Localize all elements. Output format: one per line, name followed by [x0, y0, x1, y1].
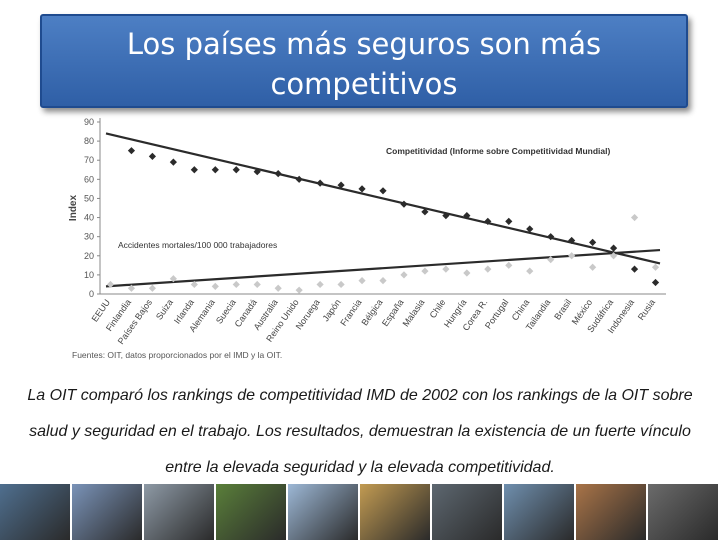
y-tick-label: 60 [84, 174, 94, 184]
point-competitividad [421, 208, 429, 216]
x-tick-label: Brasil [552, 297, 573, 321]
point-competitividad [463, 212, 471, 220]
photo-business-team [432, 484, 504, 540]
point-accidentes [379, 277, 387, 285]
photo-industrial [648, 484, 720, 540]
point-accidentes [463, 269, 471, 277]
point-accidentes [421, 267, 429, 275]
point-accidentes [106, 280, 115, 289]
point-accidentes [148, 284, 157, 292]
point-accidentes [211, 282, 219, 290]
point-competitividad [442, 212, 450, 220]
x-tick-label: Malasia [401, 297, 427, 328]
point-competitividad [211, 166, 219, 174]
point-accidentes [169, 275, 177, 283]
slide-title: Los países más seguros son más competiti… [40, 14, 688, 108]
series-label-competitividad: Competitividad (Informe sobre Competitiv… [386, 146, 610, 156]
point-competitividad [274, 170, 282, 178]
point-accidentes [127, 284, 136, 292]
point-competitividad [337, 181, 345, 189]
y-axis-label: Index [68, 195, 79, 222]
x-tick-label: Suiza [154, 297, 175, 321]
point-accidentes [274, 284, 282, 292]
photo-construction-climbers [288, 484, 360, 540]
point-competitividad [316, 179, 324, 187]
point-competitividad [568, 236, 576, 245]
point-accidentes [630, 213, 639, 222]
y-tick-label: 50 [84, 193, 94, 203]
photo-factory-floor [144, 484, 216, 540]
x-tick-label: Francia [338, 297, 363, 327]
y-tick-label: 20 [84, 251, 94, 261]
y-tick-label: 40 [84, 213, 94, 223]
photo-workers-green [216, 484, 288, 540]
x-tick-label: Rusia [636, 297, 657, 322]
point-competitividad [526, 225, 534, 233]
y-tick-label: 90 [84, 117, 94, 127]
photo-quality-sign [72, 484, 144, 540]
photo-worker-helmet [504, 484, 576, 540]
point-accidentes [358, 277, 366, 285]
point-accidentes [337, 280, 345, 289]
photo-workers-orange [576, 484, 648, 540]
point-accidentes [484, 265, 492, 273]
y-tick-label: 70 [84, 155, 94, 165]
point-accidentes [442, 265, 450, 273]
series-label-accidentes: Accidentes mortales/100 000 trabajadores [118, 240, 277, 250]
point-accidentes [568, 252, 576, 260]
chart-container: 0 10 20 30 40 50 60 70 80 90 Index EEUU Finlandia Paí… [66, 112, 678, 366]
photo-productivity [360, 484, 432, 540]
point-accidentes [316, 280, 324, 289]
point-accidentes [232, 280, 240, 289]
photo-strip [0, 484, 720, 540]
point-competitividad [232, 166, 240, 174]
point-accidentes [400, 271, 408, 279]
point-competitividad [190, 166, 198, 174]
point-competitividad [484, 217, 492, 225]
photo-steel-coil [0, 484, 72, 540]
point-competitividad [651, 278, 660, 287]
point-accidentes [547, 256, 555, 264]
point-competitividad [400, 200, 408, 208]
point-competitividad [169, 158, 177, 166]
point-competitividad [253, 168, 261, 176]
point-competitividad [295, 175, 303, 183]
point-accidentes [526, 267, 534, 275]
point-accidentes [505, 261, 513, 269]
point-competitividad [127, 147, 136, 155]
point-competitividad [630, 265, 639, 273]
point-accidentes [295, 286, 303, 294]
y-tick-label: 0 [89, 289, 94, 299]
point-accidentes [651, 263, 660, 271]
point-competitividad [379, 187, 387, 195]
y-tick-label: 80 [84, 136, 94, 146]
point-accidentes [589, 263, 597, 271]
y-tick-label: 30 [84, 232, 94, 242]
x-tick-label: Chile [428, 297, 448, 320]
point-competitividad [589, 238, 597, 246]
trend-line-accidentes [105, 248, 661, 288]
point-competitividad [547, 233, 555, 241]
point-competitividad [609, 244, 618, 252]
point-competitividad [148, 152, 157, 160]
point-accidentes [190, 280, 198, 289]
point-competitividad [505, 217, 513, 225]
y-tick-label: 10 [84, 270, 94, 280]
scatter-chart: 0102030405060708090IndexEEUUFinlandiaPaí… [68, 117, 666, 360]
trend-line-competitividad [105, 132, 661, 265]
chart-source-note: Fuentes: OIT, datos proporcionados por e… [72, 350, 282, 360]
point-competitividad [358, 185, 366, 193]
point-accidentes [253, 280, 261, 289]
caption-text: La OIT comparó los rankings de competiti… [27, 387, 693, 476]
